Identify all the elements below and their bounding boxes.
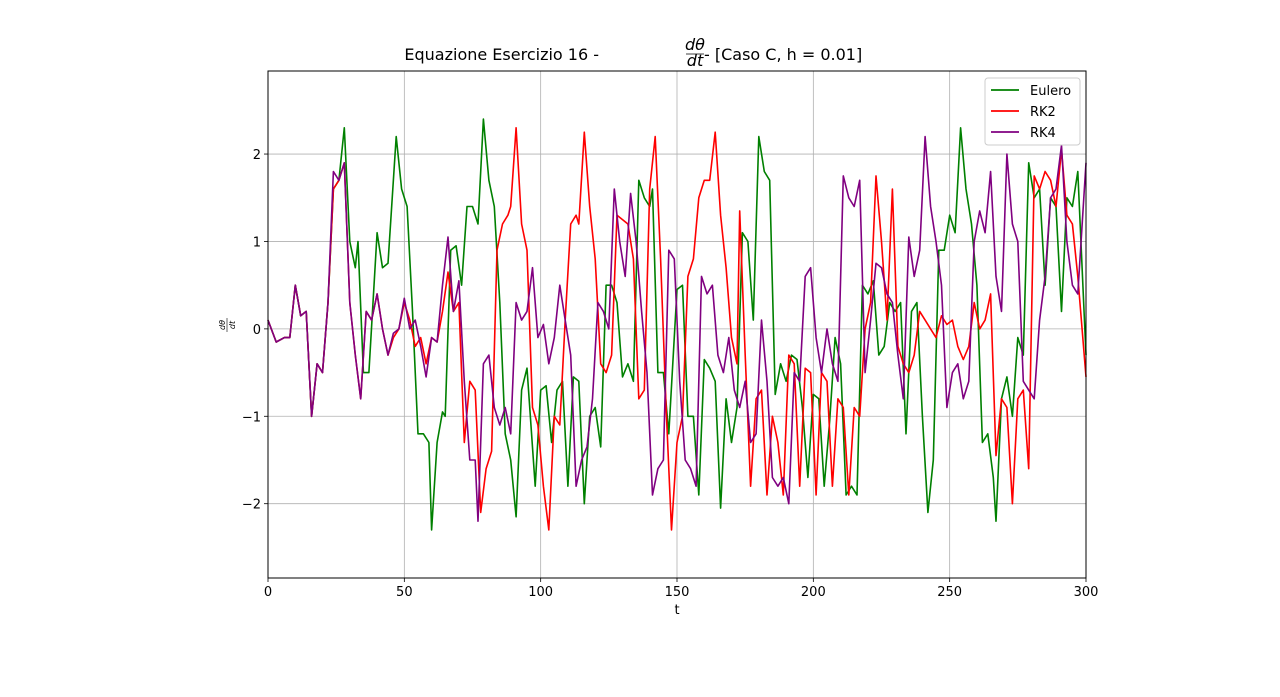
x-axis-label: t xyxy=(674,603,679,618)
x-tick-label: 250 xyxy=(937,585,962,600)
series-line-rk2 xyxy=(267,127,1087,531)
y-axis-label-numerator: dθ xyxy=(218,320,227,330)
legend: Eulero RK2 RK4 xyxy=(984,77,1081,146)
x-tick-label: 200 xyxy=(801,585,826,600)
y-axis: −2 −1 0 1 2 xyxy=(242,148,268,513)
chart-title-main: Equazione Esercizio 16 - xyxy=(404,45,599,64)
y-tick-label: 1 xyxy=(253,235,261,250)
chart-title: Equazione Esercizio 16 - dθ dt - [Caso C… xyxy=(404,35,862,70)
x-tick-label: 50 xyxy=(396,585,413,600)
legend-label-rk4: RK4 xyxy=(1030,126,1056,141)
x-tick-label: 300 xyxy=(1074,585,1099,600)
series-line-rk4 xyxy=(267,135,1087,522)
y-tick-label: 0 xyxy=(253,323,261,338)
y-axis-label: dθ dt xyxy=(218,318,237,332)
y-axis-label-denominator: dt xyxy=(228,320,237,329)
x-tick-label: 100 xyxy=(528,585,553,600)
x-tick-label: 0 xyxy=(264,585,272,600)
plot-area-frame xyxy=(267,70,1087,579)
y-tick-label: −2 xyxy=(242,498,261,513)
y-tick-label: 2 xyxy=(253,148,261,163)
series-group xyxy=(267,118,1087,531)
x-axis: 0 50 100 150 200 250 300 xyxy=(264,578,1099,600)
chart-title-fraction-denominator: dt xyxy=(687,51,704,70)
chart-title-fraction-numerator: dθ xyxy=(685,35,705,54)
legend-label-eulero: Eulero xyxy=(1030,84,1071,99)
x-tick-label: 150 xyxy=(665,585,690,600)
legend-box xyxy=(984,77,1081,146)
chart-title-suffix: - [Caso C, h = 0.01] xyxy=(704,45,862,64)
series-line-eulero xyxy=(267,118,1087,531)
legend-label-rk2: RK2 xyxy=(1030,105,1056,120)
y-tick-label: −1 xyxy=(242,410,261,425)
